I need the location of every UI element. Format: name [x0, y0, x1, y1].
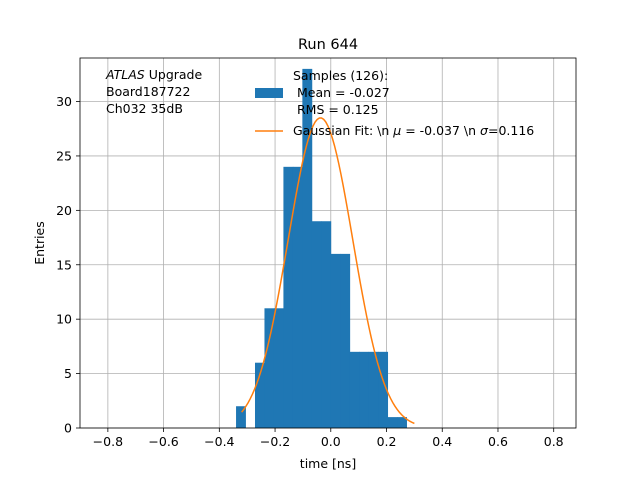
histogram-bar — [283, 166, 294, 428]
x-tick-label: 0.4 — [432, 434, 452, 449]
legend-fit-sigma-symbol: σ — [480, 123, 489, 138]
legend-fit-prefix: Gaussian Fit: \n — [293, 123, 393, 138]
y-tick-label: 5 — [64, 366, 72, 381]
histogram-bar — [397, 417, 407, 428]
chart-title: Run 644 — [298, 37, 358, 53]
histogram-bar — [302, 68, 313, 428]
histogram-bar — [359, 351, 370, 428]
atlas-annotation-line-2: Board187722 — [106, 84, 190, 99]
histogram-bar — [292, 166, 303, 428]
y-tick-label: 30 — [56, 94, 72, 109]
atlas-annotation-line-1: ATLAS Upgrade — [105, 67, 202, 82]
y-tick-label: 25 — [56, 148, 72, 163]
x-tick-label: 0.8 — [544, 434, 564, 449]
histogram-bar — [273, 308, 284, 428]
axis-ticks: −0.8 −0.6 −0.4 −0.2 0.0 0.2 0.4 0.6 0.8 0 5 10 15 20 2… — [56, 94, 564, 449]
histogram-bar — [264, 308, 275, 428]
x-tick-label: −0.6 — [148, 434, 178, 449]
legend: Samples (126): Mean = -0.027 RMS = 0.125… — [255, 68, 534, 138]
atlas-annotation-line-3: Ch032 35dB — [106, 101, 183, 116]
x-tick-label: 0.0 — [321, 434, 341, 449]
y-axis-label: Entries — [32, 221, 47, 265]
histogram-bar — [321, 221, 332, 428]
y-tick-label: 0 — [64, 421, 72, 436]
x-tick-label: 0.2 — [377, 434, 397, 449]
histogram-bar — [330, 253, 341, 428]
y-tick-label: 20 — [56, 203, 72, 218]
histogram-bar — [340, 253, 351, 428]
histogram-bar — [378, 351, 389, 428]
legend-fit-sigma-value: =0.116 — [488, 123, 534, 138]
histogram-bar — [311, 221, 322, 428]
atlas-label: ATLAS — [105, 67, 145, 82]
y-tick-label: 10 — [56, 312, 72, 327]
x-tick-label: −0.2 — [260, 434, 290, 449]
atlas-annotation: ATLAS Upgrade Board187722 Ch032 35dB — [105, 67, 202, 116]
x-tick-label: −0.4 — [204, 434, 234, 449]
histogram-bar — [349, 351, 360, 428]
legend-samples-line-1: Samples (126): — [293, 68, 388, 83]
legend-fit-mu-symbol: μ — [392, 123, 401, 138]
gaussian-fit-layer — [241, 117, 415, 425]
histogram-bar — [387, 417, 398, 428]
x-tick-label: 0.6 — [488, 434, 508, 449]
x-axis-label: time [ns] — [300, 456, 356, 471]
histogram-bars — [236, 68, 407, 428]
gaussian-fit-curve — [241, 117, 415, 425]
legend-samples-line-3: RMS = 0.125 — [293, 102, 379, 117]
histogram-bar — [254, 362, 265, 428]
legend-fit-label: Gaussian Fit: \n μ = -0.037 \n σ=0.116 — [293, 123, 534, 138]
atlas-upgrade-label: Upgrade — [149, 67, 203, 82]
legend-samples-line-2: Mean = -0.027 — [293, 85, 390, 100]
y-tick-label: 15 — [56, 257, 72, 272]
histogram-bar — [236, 406, 246, 428]
x-tick-label: −0.8 — [93, 434, 123, 449]
histogram-bar — [368, 351, 379, 428]
legend-samples-swatch — [255, 88, 283, 98]
legend-fit-mu-value: = -0.037 \n — [401, 123, 480, 138]
plot-frame — [79, 57, 577, 429]
